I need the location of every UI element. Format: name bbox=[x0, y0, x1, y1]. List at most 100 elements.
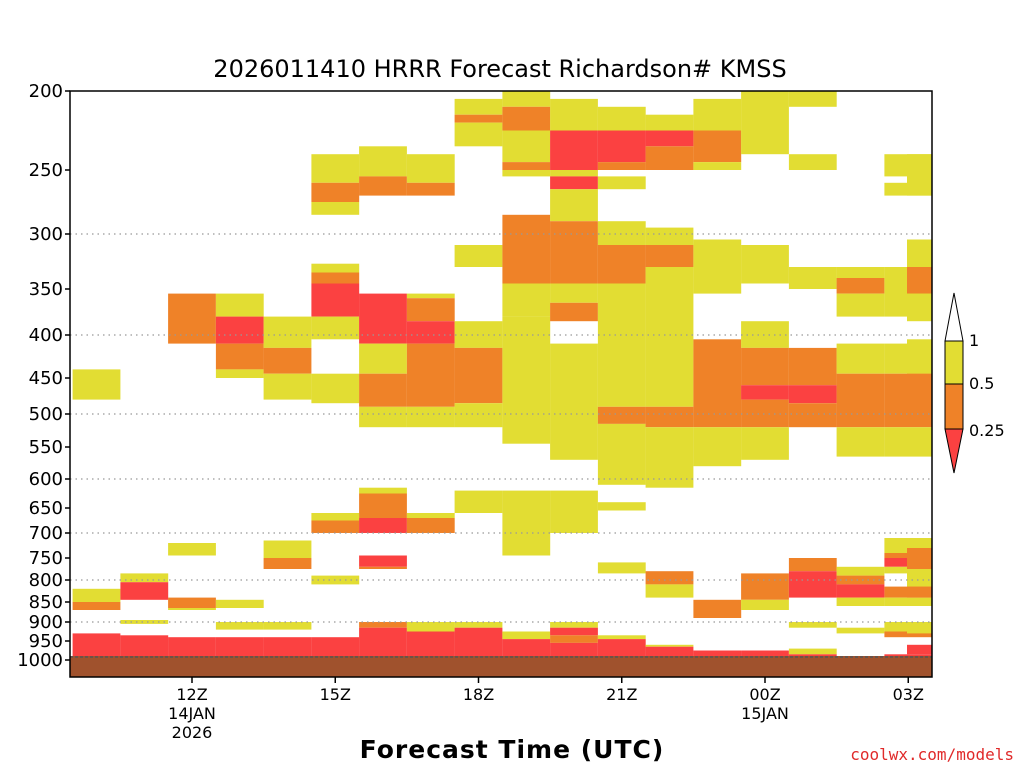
heatmap-cell-175 bbox=[884, 597, 932, 606]
heatmap-cell-146 bbox=[788, 403, 837, 428]
heatmap-cell-105 bbox=[597, 406, 646, 424]
heatmap-cell-29 bbox=[311, 202, 360, 215]
heatmap-cell-81 bbox=[502, 490, 551, 556]
heatmap-cell-93 bbox=[550, 490, 598, 533]
heatmap-cell-72 bbox=[454, 627, 503, 660]
heatmap-cell-138 bbox=[741, 573, 789, 600]
heatmap-cell-16 bbox=[215, 369, 264, 378]
heatmap-cells bbox=[72, 91, 932, 660]
heatmap-cell-22 bbox=[263, 373, 312, 400]
heatmap-cell-27 bbox=[311, 154, 360, 183]
heatmap-cell-83 bbox=[502, 639, 551, 660]
y-tick-label-500: 500 bbox=[29, 404, 63, 425]
heatmap-cell-7 bbox=[120, 635, 169, 660]
heatmap-cell-66 bbox=[454, 245, 503, 267]
heatmap-cell-177 bbox=[884, 631, 932, 638]
legend-band-orange bbox=[944, 383, 964, 430]
heatmap-cell-73 bbox=[502, 91, 551, 107]
x-tick-label-00Z: 00Z bbox=[749, 685, 780, 704]
heatmap-cell-183 bbox=[907, 339, 932, 374]
heatmap-cell-188 bbox=[907, 586, 932, 598]
heatmap-cell-152 bbox=[836, 267, 885, 278]
heatmap-cell-58 bbox=[406, 406, 455, 428]
heatmap-cell-125 bbox=[693, 162, 742, 170]
heatmap-cell-97 bbox=[550, 642, 598, 660]
heatmap-cell-8 bbox=[168, 293, 216, 344]
y-tick-label-350: 350 bbox=[29, 279, 63, 300]
heatmap-cell-49 bbox=[359, 566, 407, 569]
heatmap-cell-90 bbox=[550, 283, 598, 303]
heatmap-cell-85 bbox=[550, 130, 598, 170]
heatmap-cell-127 bbox=[693, 339, 742, 428]
heatmap-cell-14 bbox=[215, 316, 264, 344]
heatmap-cell-130 bbox=[693, 650, 742, 660]
heatmap-cell-26 bbox=[263, 637, 312, 660]
heatmap-cell-18 bbox=[215, 622, 264, 630]
heatmap-cell-160 bbox=[836, 584, 885, 598]
heatmap-cell-25 bbox=[263, 622, 312, 630]
heatmap-cell-82 bbox=[502, 631, 551, 640]
y-tick-label-650: 650 bbox=[29, 498, 63, 519]
heatmap-cell-11 bbox=[168, 608, 216, 610]
heatmap-cell-31 bbox=[311, 272, 360, 284]
heatmap-cell-36 bbox=[311, 520, 360, 533]
heatmap-cell-63 bbox=[454, 98, 503, 115]
heatmap-cell-114 bbox=[645, 227, 694, 245]
x-tick-label-18Z: 18Z bbox=[463, 685, 494, 704]
heatmap-cell-35 bbox=[311, 513, 360, 521]
plot-frame bbox=[69, 90, 933, 678]
heatmap-cell-76 bbox=[502, 162, 551, 170]
heatmap-cell-187 bbox=[907, 569, 932, 587]
heatmap-cell-129 bbox=[693, 599, 742, 618]
heatmap-cell-91 bbox=[550, 302, 598, 322]
heatmap-cell-156 bbox=[836, 373, 885, 428]
y-tick-label-450: 450 bbox=[29, 368, 63, 389]
y-tick-label-900: 900 bbox=[29, 612, 63, 633]
heatmap-cell-17 bbox=[215, 599, 264, 608]
heatmap-cell-153 bbox=[836, 278, 885, 294]
heatmap-cell-70 bbox=[454, 490, 503, 513]
heatmap-cell-80 bbox=[502, 316, 551, 444]
heatmap-cell-118 bbox=[645, 427, 694, 488]
heatmap-cell-74 bbox=[502, 106, 551, 131]
y-tick-label-550: 550 bbox=[29, 437, 63, 458]
heatmap-cell-109 bbox=[597, 635, 646, 640]
heatmap-cell-68 bbox=[454, 347, 503, 404]
y-axis: 200 250 300 350 400 450 500 550 600 650 700 7508008… bbox=[17, 81, 70, 671]
heatmap-cell-71 bbox=[454, 622, 503, 628]
heatmap-cell-39 bbox=[359, 146, 407, 177]
x-tick-label-14JAN: 14JAN bbox=[168, 704, 216, 723]
heatmap-cell-169 bbox=[884, 427, 932, 457]
heatmap-cell-79 bbox=[502, 283, 551, 317]
heatmap-cell-100 bbox=[597, 162, 646, 170]
heatmap-cell-179 bbox=[907, 154, 932, 196]
heatmap-cell-101 bbox=[597, 176, 646, 190]
heatmap-cell-50 bbox=[359, 622, 407, 628]
y-tick-label-250: 250 bbox=[29, 160, 63, 181]
heatmap-cell-38 bbox=[311, 637, 360, 660]
y-tick-label-700: 700 bbox=[29, 523, 63, 544]
heatmap-cell-3 bbox=[72, 633, 121, 660]
ground-fill bbox=[70, 656, 932, 677]
heatmap-cell-95 bbox=[550, 627, 598, 636]
heatmap-cell-185 bbox=[907, 538, 932, 548]
gridlines bbox=[70, 233, 932, 623]
heatmap-cell-162 bbox=[836, 627, 885, 634]
legend-label-0.5: 0.5 bbox=[969, 374, 994, 393]
heatmap-cell-113 bbox=[645, 146, 694, 170]
heatmap-cell-5 bbox=[120, 582, 169, 600]
heatmap-cell-64 bbox=[454, 114, 503, 123]
ground-layer bbox=[70, 656, 932, 677]
heatmap-cell-98 bbox=[597, 106, 646, 131]
heatmap-cell-62 bbox=[406, 631, 455, 660]
heatmap-cell-190 bbox=[907, 644, 932, 655]
heatmap-cell-12 bbox=[168, 637, 216, 660]
heatmap-cell-119 bbox=[645, 571, 694, 585]
heatmap-cell-59 bbox=[406, 513, 455, 518]
legend-bottom-arrow bbox=[944, 428, 964, 474]
heatmap-cell-131 bbox=[741, 91, 789, 155]
heatmap-cell-182 bbox=[907, 293, 932, 322]
heatmap-cell-43 bbox=[359, 373, 407, 407]
